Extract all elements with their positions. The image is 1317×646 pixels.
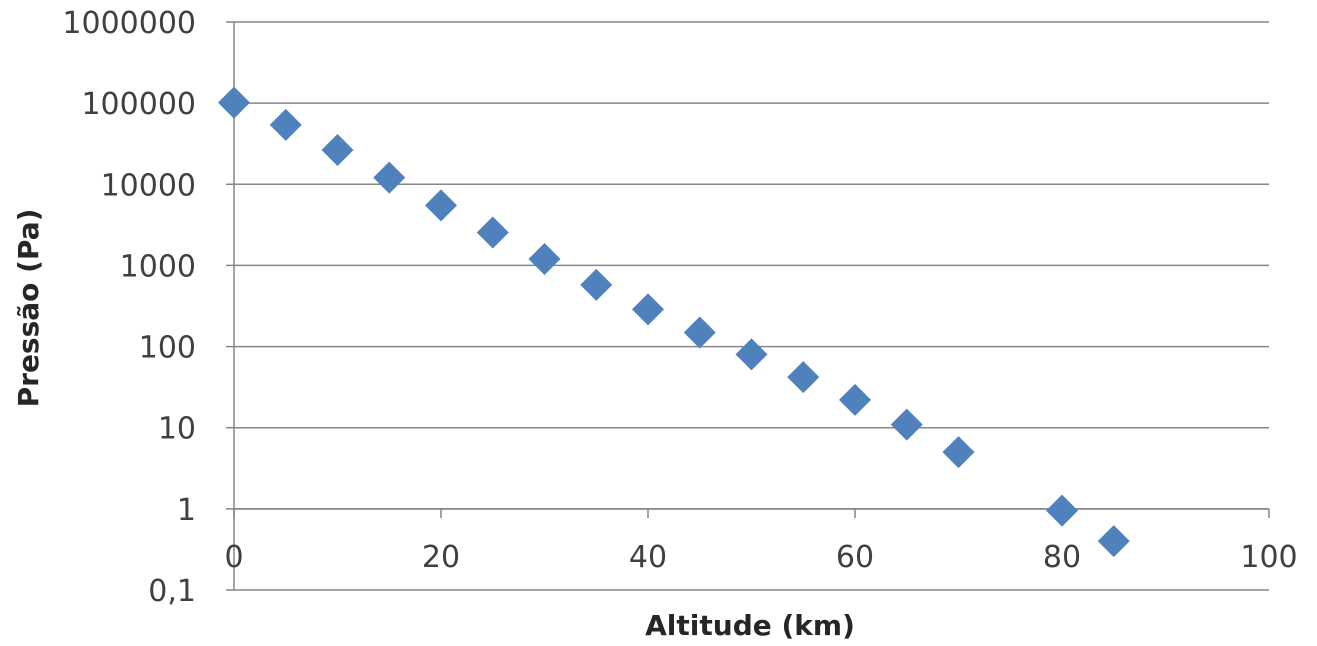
data-point bbox=[839, 383, 871, 416]
data-point bbox=[890, 408, 923, 441]
data-point bbox=[580, 268, 613, 301]
data-point bbox=[683, 316, 716, 349]
x-tick-label: 0 bbox=[224, 540, 243, 575]
grid-layer bbox=[234, 21, 1269, 591]
y-tick-label: 100000 bbox=[81, 87, 196, 122]
x-tick-labels: 0 20 40 60 80 100 bbox=[224, 540, 1297, 575]
data-point bbox=[218, 86, 250, 119]
data-point bbox=[1046, 494, 1078, 527]
data-point bbox=[425, 189, 457, 222]
data-point bbox=[787, 361, 820, 394]
x-tick-label: 80 bbox=[1043, 540, 1081, 575]
x-tick-label: 20 bbox=[422, 540, 460, 575]
y-tick-label: 10000 bbox=[101, 168, 196, 203]
data-point bbox=[373, 161, 406, 194]
data-point bbox=[942, 436, 975, 469]
y-tick-labels: 0,1 1 10 100 1000 10000 100000 1000000 bbox=[62, 6, 196, 609]
data-point bbox=[528, 243, 561, 276]
y-tick-label: 0,1 bbox=[148, 574, 196, 609]
x-axis-title: Altitude (km) bbox=[645, 609, 855, 642]
data-point bbox=[476, 216, 509, 249]
axis-layer bbox=[226, 21, 1270, 591]
data-point bbox=[321, 133, 354, 166]
y-axis-title: Pressão (Pa) bbox=[12, 209, 45, 408]
y-tick-label: 1000 bbox=[120, 249, 196, 284]
x-tick-label: 60 bbox=[836, 540, 874, 575]
y-tick-label: 100 bbox=[139, 331, 196, 366]
data-point bbox=[632, 293, 664, 326]
y-tick-label: 10 bbox=[158, 412, 196, 447]
y-tick-label: 1000000 bbox=[62, 6, 196, 41]
x-tick-label: 100 bbox=[1240, 540, 1297, 575]
x-tick-label: 40 bbox=[629, 540, 667, 575]
data-point bbox=[1097, 525, 1130, 558]
data-point bbox=[269, 108, 302, 141]
data-points bbox=[218, 86, 1130, 558]
y-tick-label: 1 bbox=[177, 493, 196, 528]
data-point bbox=[735, 338, 768, 371]
